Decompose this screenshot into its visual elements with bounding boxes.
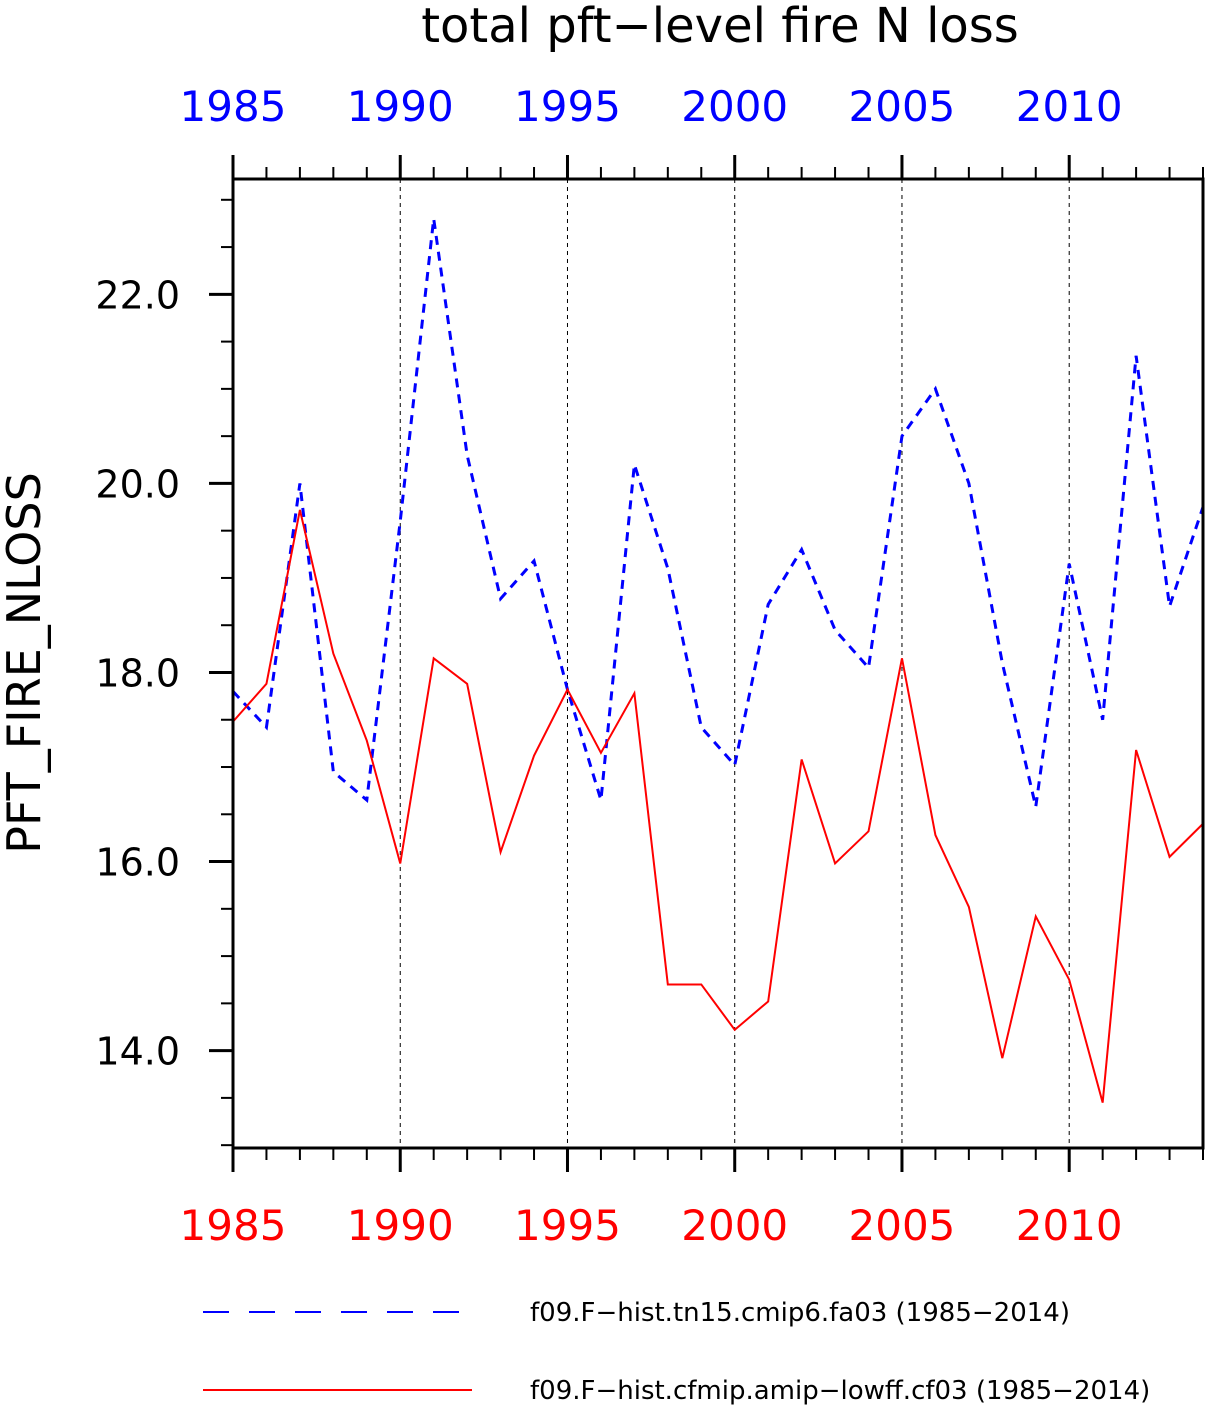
- data-point-series-2-2009: [1035, 915, 1037, 917]
- data-point-series-1-1989: [366, 799, 368, 801]
- data-point-series-1-2010: [1068, 563, 1070, 565]
- top-x-axis-labels: 1985 1990 1995 2000 2005 2010: [180, 82, 1123, 131]
- data-point-series-2-2001: [767, 1000, 769, 1002]
- data-point-series-1-1992: [466, 454, 468, 456]
- data-point-series-1-1994: [533, 560, 535, 562]
- data-point-series-1-2002: [801, 549, 803, 551]
- x-tick-label-bottom-2005: 2005: [849, 1201, 956, 1250]
- x-tick-label-top-1995: 1995: [514, 82, 621, 131]
- data-point-series-2-1993: [500, 851, 502, 853]
- y-axis-title: PFT_FIRE_NLOSS: [0, 472, 51, 854]
- x-tick-label-bottom-1985: 1985: [180, 1201, 287, 1250]
- data-point-series-1-2000: [734, 764, 736, 766]
- series-line-1: [231, 218, 1205, 808]
- data-point-series-1-1999: [700, 726, 702, 728]
- data-point-series-1-1998: [667, 567, 669, 569]
- y-tick-label-14: 14.0: [95, 1030, 180, 1074]
- bottom-x-axis-labels: 1985 1990 1995 2000 2005 2010: [180, 1201, 1123, 1250]
- data-point-series-2-1997: [633, 692, 635, 694]
- plot-frame: [231, 177, 1205, 1150]
- data-point-series-2-2006: [934, 834, 936, 836]
- legend-item-series-1: f09.F−hist.tn15.cmip6.fa03 (1985−2014): [203, 1298, 1070, 1328]
- data-point-series-2-1998: [667, 983, 669, 985]
- data-point-series-1-1990: [399, 520, 401, 522]
- x-tick-label-bottom-1990: 1990: [347, 1201, 454, 1250]
- series-line-2: [232, 509, 1204, 1103]
- data-point-series-1-2012: [1135, 355, 1137, 357]
- data-point-series-2-2008: [1001, 1057, 1003, 1059]
- data-point-series-1-2005: [901, 435, 903, 437]
- data-point-series-2-1999: [700, 983, 702, 985]
- data-point-series-2-2011: [1102, 1102, 1104, 1104]
- legend-label-series-2: f09.F−hist.cfmip.amip−lowff.cf03 (1985−2…: [530, 1376, 1150, 1406]
- data-point-series-1-1991: [433, 218, 435, 220]
- data-point-series-1-1988: [332, 771, 334, 773]
- data-point-series-2-1986: [265, 683, 267, 685]
- x-tick-label-top-1990: 1990: [347, 82, 454, 131]
- legend: f09.F−hist.tn15.cmip6.fa03 (1985−2014) f…: [203, 1298, 1150, 1406]
- x-tick-label-bottom-1995: 1995: [514, 1201, 621, 1250]
- data-point-series-1-2009: [1035, 806, 1037, 808]
- data-point-series-2-1990: [399, 862, 401, 864]
- plot-area: [209, 155, 1205, 1172]
- data-point-series-1-1993: [500, 598, 502, 600]
- y-axis-labels: 14.0 16.0 18.0 20.0 22.0: [95, 273, 180, 1073]
- data-point-series-2-2012: [1135, 749, 1137, 751]
- data-point-series-2-2007: [968, 906, 970, 908]
- y-tick-label-20: 20.0: [95, 462, 180, 506]
- x-tick-label-top-1985: 1985: [180, 82, 287, 131]
- x-tick-label-top-2010: 2010: [1016, 82, 1123, 131]
- data-point-series-2-2010: [1068, 979, 1070, 981]
- data-point-series-2-1996: [600, 752, 602, 754]
- data-point-series-2-1995: [566, 688, 568, 690]
- x-tick-label-bottom-2000: 2000: [681, 1201, 788, 1250]
- chart-title: total pft−level fire N loss: [421, 0, 1019, 54]
- data-point-series-2-1987: [299, 509, 301, 511]
- data-point-series-2-2005: [901, 657, 903, 659]
- data-point-series-1-2007: [968, 482, 970, 484]
- data-point-series-1-2008: [1001, 662, 1003, 664]
- data-point-series-2-2000: [734, 1029, 736, 1031]
- legend-item-series-2: f09.F−hist.cfmip.amip−lowff.cf03 (1985−2…: [203, 1376, 1150, 1406]
- data-point-series-1-2006: [934, 388, 936, 390]
- data-point-series-2-2004: [868, 830, 870, 832]
- y-tick-label-22: 22.0: [95, 273, 180, 317]
- data-point-series-2-2003: [834, 862, 836, 864]
- x-tick-label-bottom-2010: 2010: [1016, 1201, 1123, 1250]
- x-tick-label-top-2000: 2000: [681, 82, 788, 131]
- data-point-series-2-1988: [332, 653, 334, 655]
- y-tick-label-16: 16.0: [95, 841, 180, 885]
- data-point-series-1-2003: [834, 629, 836, 631]
- data-point-series-2-2002: [801, 758, 803, 760]
- data-point-series-2-1992: [466, 683, 468, 685]
- data-point-series-1-2011: [1102, 719, 1104, 721]
- data-point-series-2-1994: [533, 755, 535, 757]
- series-layer: [231, 218, 1205, 1104]
- data-point-series-1-1996: [600, 799, 602, 801]
- data-point-series-1-2004: [868, 667, 870, 669]
- data-point-series-2-2013: [1169, 856, 1171, 858]
- x-tick-label-top-2005: 2005: [849, 82, 956, 131]
- data-point-series-2-1991: [433, 657, 435, 659]
- y-tick-label-18: 18.0: [95, 651, 180, 695]
- data-point-series-1-2013: [1169, 605, 1171, 607]
- legend-label-series-1: f09.F−hist.tn15.cmip6.fa03 (1985−2014): [530, 1298, 1070, 1328]
- data-point-series-1-1986: [265, 726, 267, 728]
- data-point-series-1-1987: [299, 482, 301, 484]
- axis-ticks: [209, 155, 1204, 1172]
- gridlines: [399, 179, 1070, 1148]
- data-point-series-1-1997: [633, 464, 635, 466]
- data-point-series-1-2001: [767, 603, 769, 605]
- data-point-series-2-1989: [366, 740, 368, 742]
